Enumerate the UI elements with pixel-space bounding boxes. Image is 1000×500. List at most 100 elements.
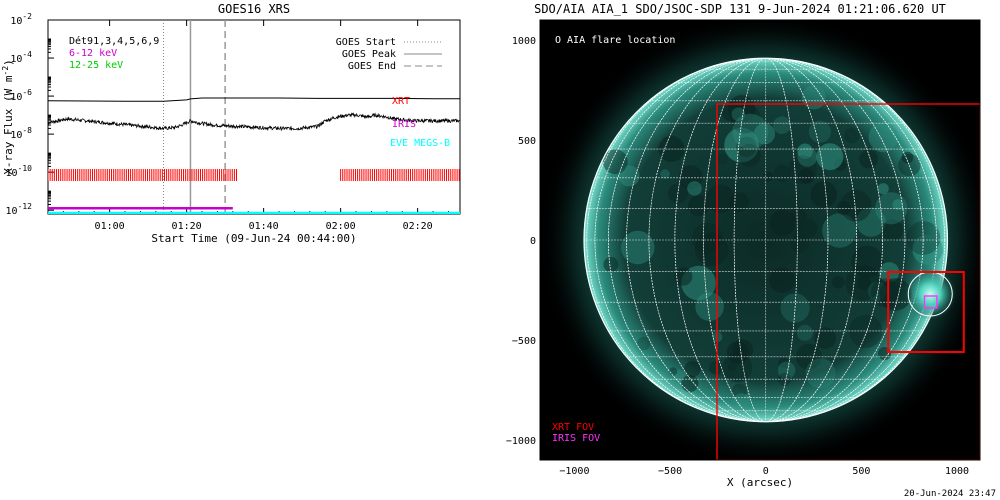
disk-texture-blob <box>816 143 844 171</box>
aia-x-label: X (arcsec) <box>727 476 793 489</box>
x-tick-label: 02:20 <box>403 221 433 232</box>
disk-texture-blob <box>856 207 886 237</box>
x-tick-label: −1000 <box>559 466 589 477</box>
disk-texture-blob <box>859 149 878 169</box>
disk-texture-blob <box>881 219 904 242</box>
disk-texture-blob <box>831 275 845 289</box>
fov-legend-entry: XRT FOV <box>552 422 594 433</box>
disk-texture-blob <box>798 168 815 184</box>
detector-legend-entry: 6-12 keV <box>69 48 117 59</box>
disk-texture-blob <box>801 85 826 110</box>
xrs-title: GOES16 XRS <box>218 2 290 16</box>
disk-texture-blob <box>621 230 655 265</box>
x-tick-label: 01:00 <box>95 221 125 232</box>
y-tick-label: 10-12 <box>6 202 33 217</box>
y-tick-label: 10-4 <box>10 50 32 65</box>
disk-texture-blob <box>660 169 670 179</box>
band-label: EVE MEGS-B <box>390 138 450 149</box>
xrs-series <box>48 97 460 132</box>
goes-legend-label: GOES End <box>348 61 396 72</box>
disk-texture-blob <box>843 127 860 144</box>
disk-texture-blob <box>721 102 741 122</box>
flare-glow <box>904 268 957 320</box>
xrs-y-label: X-ray Flux (W m-2) <box>1 59 15 175</box>
disk-texture-blob <box>737 143 761 167</box>
disk-texture-blob <box>877 183 889 195</box>
disk-texture-blob <box>778 357 790 369</box>
disk-texture-blob <box>808 120 832 143</box>
disk-texture-blob <box>912 234 943 265</box>
disk-texture-blob <box>796 324 813 341</box>
disk-texture-blob <box>773 164 791 182</box>
fov-boxes <box>716 103 980 460</box>
goes-legend-label: GOES Peak <box>342 49 396 60</box>
disk-texture-blob <box>906 221 941 255</box>
goes-legend-label: GOES Start <box>336 37 396 48</box>
xrs-coverage-bands <box>48 169 460 214</box>
disk-texture-blob <box>684 361 701 378</box>
y-tick-label: 10-10 <box>6 164 33 179</box>
disk-texture-blob <box>709 361 723 375</box>
disk-texture-blob <box>731 107 746 122</box>
x-tick-label: 1000 <box>945 466 969 477</box>
band-label: XRT <box>392 96 410 107</box>
disk-texture-blob <box>901 151 914 164</box>
disk-texture-blob <box>763 171 774 182</box>
fov-box <box>887 271 965 353</box>
detector-legend-entry: 12-25 keV <box>69 60 123 71</box>
disk-texture-blob <box>694 232 729 267</box>
disk-texture-blob <box>769 267 795 294</box>
disk-texture-blob <box>722 352 753 383</box>
disk-texture-blob <box>637 336 651 351</box>
disk-texture-blob <box>773 116 791 134</box>
y-tick-label: 0 <box>530 236 536 247</box>
disk-texture-blob <box>810 181 837 208</box>
aia-y-axis: 1000 500 0 −500 −1000 <box>506 36 546 447</box>
disk-texture-blob <box>805 358 836 389</box>
disk-texture-blob <box>798 218 818 238</box>
y-tick-label: 10-2 <box>10 12 32 27</box>
disk-texture-blob <box>681 375 699 393</box>
y-tick-label: 1000 <box>512 36 536 47</box>
aia-panel: SDO/AIA AIA_1 SDO/JSOC-SDP 131 9-Jun-202… <box>506 2 996 499</box>
detector-legend-entry: Dét91,3,4,5,6,9 <box>69 35 159 47</box>
disk-texture-blob <box>797 147 818 167</box>
disk-texture-blob <box>678 165 703 190</box>
disk-texture-blob <box>618 165 640 187</box>
disk-texture-blob <box>736 136 757 157</box>
y-tick-label: 10-6 <box>10 88 32 103</box>
aia-title: SDO/AIA AIA_1 SDO/JSOC-SDP 131 9-Jun-202… <box>534 2 946 16</box>
xrs-series-1 <box>48 112 460 132</box>
xrs-y-axis: 10-2 10-4 10-6 10-8 10-10 10-12 <box>6 12 54 217</box>
x-tick-label: 0 <box>763 466 769 477</box>
disk-texture-blob <box>797 143 813 159</box>
disk-texture-blob <box>753 123 776 145</box>
disk-texture-blob <box>687 181 702 196</box>
disk-texture-blob <box>731 383 747 399</box>
disk-texture-blob <box>849 314 883 348</box>
disk-texture-blob <box>892 199 904 211</box>
fov-legend-entry: IRIS FOV <box>552 433 600 444</box>
disk-texture-blob <box>706 184 736 214</box>
disk-texture-blob <box>851 245 884 278</box>
disk-texture-blob <box>727 362 737 372</box>
disk-texture-blob <box>790 234 810 254</box>
fov-box <box>923 295 938 309</box>
x-tick-label: 02:00 <box>326 221 356 232</box>
heliographic-grid <box>584 57 948 423</box>
xrs-series-0 <box>48 97 460 102</box>
disk-texture-blob <box>769 209 796 236</box>
aia-x-axis: −1000 −500 0 500 1000 <box>559 454 969 477</box>
disk-texture-blob <box>814 327 837 349</box>
disk-texture-blob <box>695 292 724 321</box>
xrs-x-label: Start Time (09-Jun-24 00:44:00) <box>151 232 356 245</box>
disk-texture-blob <box>868 122 899 153</box>
timestamp: 20-Jun-2024 23:47 <box>904 489 996 499</box>
disk-texture-blob <box>822 213 857 248</box>
y-tick-label: −500 <box>512 336 536 347</box>
y-tick-label: 10-8 <box>10 126 32 141</box>
y-tick-label: −1000 <box>506 436 536 447</box>
flare-location-label: O AIA flare location <box>555 35 675 46</box>
